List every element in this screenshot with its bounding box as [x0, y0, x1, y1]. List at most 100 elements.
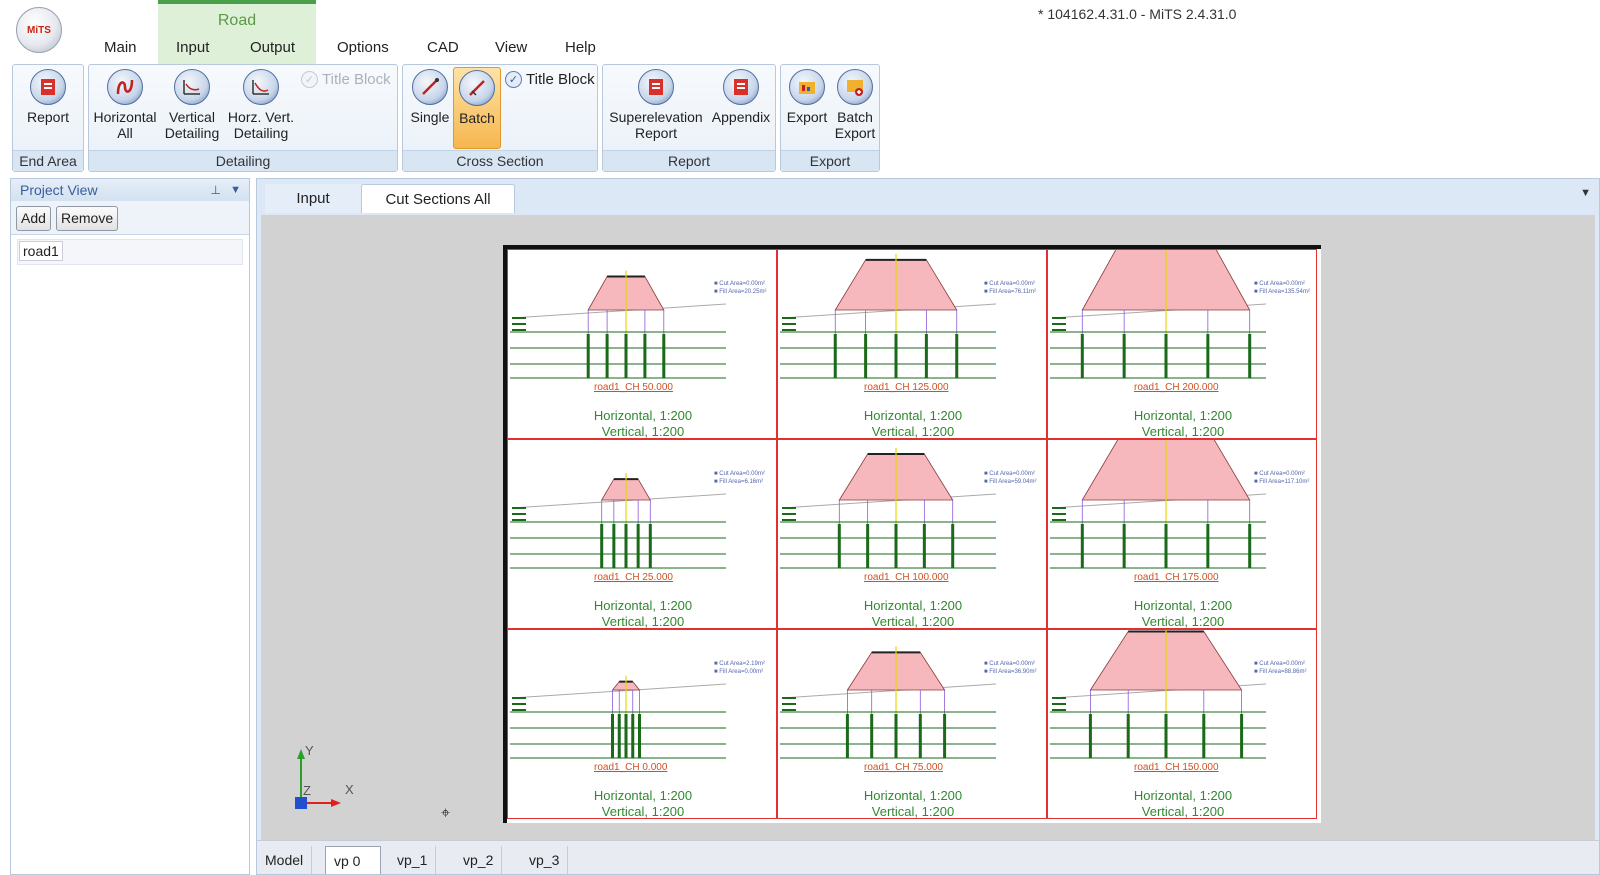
station-marker: [605, 334, 609, 378]
title-bar: MiTS Road * 104162.4.31.0 - MiTS 2.4.31.…: [0, 0, 1600, 64]
cad-canvas[interactable]: ■ Cut Area=0.00m² ■ Fill Area=20.25m² road…: [261, 215, 1595, 840]
superelevation-label-1: Superelevation: [609, 109, 703, 125]
project-view-toolbar: Add Remove: [11, 201, 249, 235]
section-sheet: ■ Cut Area=0.00m² ■ Fill Area=20.25m² road…: [503, 245, 1321, 823]
fill-area-label: ■ Fill Area=59.04m²: [984, 479, 1037, 485]
ground-line: [511, 493, 727, 509]
chevron-down-icon[interactable]: ▼: [1580, 187, 1591, 199]
layout-tab-vp1[interactable]: vp_1: [389, 846, 437, 874]
pin-icon[interactable]: ⊥: [210, 183, 221, 197]
vertical-detailing-button[interactable]: Vertical Detailing: [161, 67, 223, 141]
menu-input[interactable]: Input: [176, 39, 210, 56]
batch-export-label-1: Batch: [837, 109, 873, 125]
cross-section-cell: ■ Cut Area=0.00m² ■ Fill Area=76.11m² road…: [777, 249, 1047, 439]
cross-section-drawing: [780, 448, 997, 569]
layout-tab-vp3[interactable]: vp_3: [521, 846, 569, 874]
title-block-check-icon: ✓: [301, 71, 318, 88]
station-marker: [870, 714, 874, 758]
area-legend: ■ Cut Area=0.00m² ■ Fill Area=117.10m²: [1254, 470, 1309, 486]
scale-label: Horizontal, 1:200 Vertical, 1:200: [778, 598, 1048, 630]
project-view-header: Project View ⊥ ▼: [11, 179, 249, 201]
cross-section-title-block-button[interactable]: ✓ Title Block: [505, 71, 595, 88]
station-marker: [833, 334, 837, 378]
detailing-title-block-button[interactable]: ✓ Title Block: [301, 71, 391, 88]
context-tab-label: Road: [217, 12, 257, 29]
report-icon: [30, 69, 66, 105]
menu-cad[interactable]: CAD: [427, 39, 459, 56]
cross-section-cell: ■ Cut Area=0.00m² ■ Fill Area=6.16m² road1…: [507, 439, 777, 629]
horz-vert-detailing-button[interactable]: Horz. Vert. Detailing: [225, 67, 297, 141]
station-marker: [636, 524, 640, 568]
vertical-scale-label: Vertical, 1:200: [1141, 804, 1225, 819]
layout-tab-vp0[interactable]: vp 0: [325, 846, 381, 874]
chainage-label: road1_CH 150.000: [1134, 762, 1219, 773]
chainage-label: road1_CH 75.000: [864, 762, 943, 773]
station-marker: [624, 714, 628, 758]
end-area-report-button[interactable]: Report: [17, 67, 79, 125]
ucs-x-label: X: [345, 782, 354, 797]
end-area-report-label: Report: [26, 109, 70, 125]
horizontal-scale-label: Horizontal, 1:200: [1133, 408, 1233, 423]
chainage-label: road1_CH 50.000: [594, 382, 673, 393]
layout-tab-vp2[interactable]: vp_2: [455, 846, 503, 874]
horz-vert-profile-icon: [243, 69, 279, 105]
scale-label: Horizontal, 1:200 Vertical, 1:200: [1048, 598, 1318, 630]
report-icon: [638, 69, 674, 105]
layout-tab-model[interactable]: Model: [257, 846, 313, 874]
station-marker: [638, 714, 641, 758]
group-detailing: Horizontal All Vertical Detailing Horz. …: [88, 64, 398, 172]
station-marker: [1080, 334, 1084, 378]
cross-section-cell: ■ Cut Area=0.00m² ■ Fill Area=88.86m² road…: [1047, 629, 1317, 819]
menu-options[interactable]: Options: [337, 39, 389, 56]
menu-help[interactable]: Help: [565, 39, 596, 56]
cross-section-cell: ■ Cut Area=0.00m² ■ Fill Area=117.10m² roa…: [1047, 439, 1317, 629]
vertical-scale-label: Vertical, 1:200: [871, 804, 955, 819]
batch-export-icon: [837, 69, 873, 105]
station-marker: [1206, 524, 1210, 568]
area-legend: ■ Cut Area=0.00m² ■ Fill Area=88.86m²: [1254, 660, 1306, 676]
remove-button[interactable]: Remove: [56, 206, 119, 231]
ucs-z-label: Z: [303, 783, 311, 798]
superelevation-report-button[interactable]: Superelevation Report: [607, 67, 705, 141]
cross-section-cell: ■ Cut Area=2.19m² ■ Fill Area=0.00m² road1…: [507, 629, 777, 819]
menu-main[interactable]: Main: [104, 39, 137, 56]
add-button[interactable]: Add: [16, 206, 51, 231]
cross-section-drawing: [510, 270, 727, 379]
station-marker: [837, 524, 841, 568]
ground-line: [781, 683, 997, 699]
batch-export-button[interactable]: Batch Export: [831, 67, 879, 141]
horizontal-scale-label: Horizontal, 1:200: [593, 788, 693, 803]
station-marker: [1164, 714, 1168, 758]
station-marker: [864, 334, 868, 378]
chainage-label: road1_CH 0.000: [594, 762, 668, 773]
app-logo-button[interactable]: MiTS: [16, 7, 62, 53]
horizontal-all-button[interactable]: Horizontal All: [91, 67, 159, 141]
chainage-label: road1_CH 175.000: [1134, 572, 1219, 583]
station-marker: [1164, 334, 1168, 378]
cut-area-label: ■ Cut Area=0.00m²: [714, 281, 765, 287]
horizontal-scale-label: Horizontal, 1:200: [863, 788, 963, 803]
cut-area-label: ■ Cut Area=0.00m²: [984, 471, 1035, 477]
appendix-label: Appendix: [711, 109, 771, 125]
tab-input[interactable]: Input: [265, 184, 361, 213]
project-tree-item-road1[interactable]: road1: [19, 241, 63, 261]
appendix-button[interactable]: Appendix: [709, 67, 773, 125]
fill-area-label: ■ Fill Area=117.10m²: [1254, 479, 1310, 485]
horizontal-scale-label: Horizontal, 1:200: [1133, 598, 1233, 613]
export-button[interactable]: Export: [783, 67, 831, 125]
batch-button[interactable]: Batch: [453, 67, 501, 149]
single-button[interactable]: Single: [407, 67, 453, 125]
cross-section-drawing: [1050, 630, 1267, 759]
station-marker: [1206, 334, 1210, 378]
batch-export-label-2: Export: [834, 125, 876, 141]
menu-output[interactable]: Output: [250, 39, 296, 56]
project-view-panel: Project View ⊥ ▼ Add Remove road1: [10, 178, 250, 875]
cut-area-label: ■ Cut Area=0.00m²: [1254, 471, 1305, 477]
tab-cut-sections-all[interactable]: Cut Sections All: [361, 184, 515, 213]
vertical-scale-label: Vertical, 1:200: [1141, 614, 1225, 629]
ucs-axis-icon: Y Z X: [291, 743, 371, 815]
menu-view[interactable]: View: [495, 39, 528, 56]
station-marker: [922, 524, 926, 568]
chevron-down-icon[interactable]: ▼: [230, 184, 241, 196]
vertical-profile-icon: [174, 69, 210, 105]
